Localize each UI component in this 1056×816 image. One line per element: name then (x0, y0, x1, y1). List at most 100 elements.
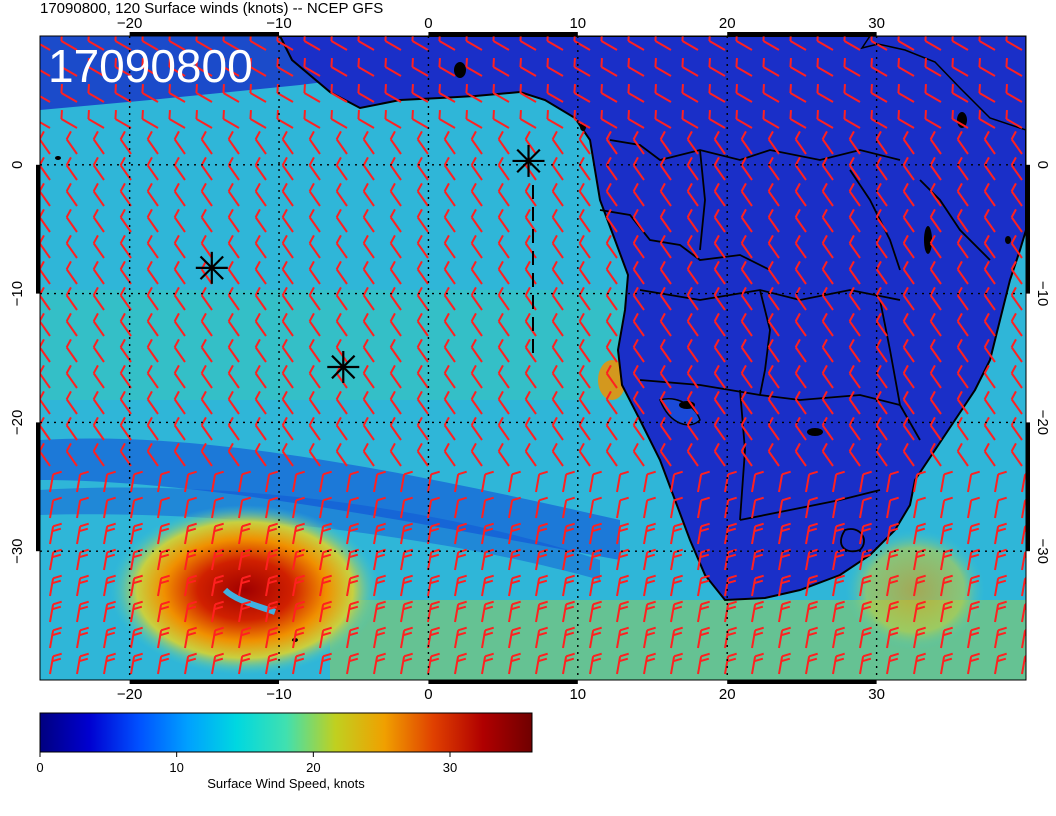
wind-barb (238, 496, 251, 519)
wind-barb (146, 234, 159, 259)
wind-barb (114, 58, 132, 77)
wind-barb (551, 130, 564, 155)
wind-barb (929, 260, 942, 285)
wind-barb (913, 626, 926, 649)
wind-barb (724, 574, 737, 597)
wind-barb (357, 58, 375, 77)
wind-barb (886, 522, 899, 545)
wind-barb (173, 182, 186, 207)
wind-barb (978, 58, 996, 77)
wind-barb (524, 312, 537, 337)
country-borders (599, 139, 991, 553)
wind-barb (643, 548, 656, 571)
wind-barb (508, 600, 521, 623)
wind-barb (481, 652, 494, 675)
wind-barb (670, 470, 683, 493)
wind-barb (227, 442, 240, 467)
wind-barb (632, 234, 645, 259)
wind-barb (859, 574, 872, 597)
wind-barb (616, 626, 629, 649)
wind-barb (173, 156, 186, 181)
wind-barb (902, 364, 915, 389)
lat-tick-label-right: −30 (1034, 538, 1051, 563)
wind-barb (497, 364, 510, 389)
wind-barb (767, 364, 780, 389)
lon-tick-label-top: 10 (569, 15, 586, 32)
wind-barb (562, 574, 575, 597)
wind-barb (940, 574, 953, 597)
wind-barb (956, 156, 969, 181)
wind-barb (146, 182, 159, 207)
wind-barb (1005, 36, 1023, 51)
wind-barb (362, 364, 375, 389)
wind-barb (632, 182, 645, 207)
wind-barb (49, 626, 62, 649)
wind-barb (130, 496, 143, 519)
wind-barb (87, 36, 105, 51)
wind-barb (605, 312, 618, 337)
wind-barb (238, 652, 251, 675)
wind-barb (848, 364, 861, 389)
wind-barb (227, 416, 240, 441)
wind-barb (605, 130, 618, 155)
wind-barb (789, 58, 807, 77)
wind-barb (713, 312, 726, 337)
wind-barb (65, 364, 78, 389)
wind-barb (195, 84, 213, 103)
wind-barb (103, 496, 116, 519)
wind-barb (362, 390, 375, 415)
wind-barb (470, 260, 483, 285)
wind-barb (254, 260, 267, 285)
wind-barb (535, 548, 548, 571)
wind-barb (983, 442, 996, 467)
wind-barb (832, 548, 845, 571)
wind-barb (913, 574, 926, 597)
wind-barb (713, 260, 726, 285)
wind-barb (92, 260, 105, 285)
wind-barb (983, 182, 996, 207)
wind-barb (535, 626, 548, 649)
wind-barb (978, 36, 996, 51)
colorbar-tick-label: 0 (36, 760, 43, 775)
wind-barb (983, 364, 996, 389)
wind-barb (157, 496, 170, 519)
wind-barb (373, 626, 386, 649)
frame-bar-bottom (129, 680, 280, 684)
frame-bar-right (1026, 164, 1030, 294)
lon-tick-label-bottom: −20 (117, 686, 142, 703)
wind-barb (578, 442, 591, 467)
wind-barb (416, 234, 429, 259)
wind-barb (362, 286, 375, 311)
wind-barb (65, 416, 78, 441)
wind-barb (265, 652, 278, 675)
wind-barb (913, 522, 926, 545)
wind-barb (319, 626, 332, 649)
wind-barb (832, 522, 845, 545)
wind-barb (654, 110, 672, 129)
wind-barb (346, 522, 359, 545)
lat-tick-label-right: −10 (1034, 281, 1051, 306)
wind-barb (400, 626, 413, 649)
wind-barb (65, 286, 78, 311)
wind-barb (767, 234, 780, 259)
wind-barb (794, 364, 807, 389)
wind-barb (632, 364, 645, 389)
wind-barb (848, 130, 861, 155)
wind-barb (767, 182, 780, 207)
wind-barb (200, 182, 213, 207)
wind-barb (76, 600, 89, 623)
wind-barb (713, 286, 726, 311)
wind-barb (805, 522, 818, 545)
wind-barb (389, 208, 402, 233)
wind-barb (605, 364, 618, 389)
wind-barb (238, 626, 251, 649)
wind-barb (670, 574, 683, 597)
wind-barb (303, 36, 321, 51)
wind-barb (481, 600, 494, 623)
lon-tick-label-bottom: 20 (719, 686, 736, 703)
map-field (40, 36, 1026, 680)
wind-barb (886, 600, 899, 623)
wind-barb (762, 110, 780, 129)
wind-barb (875, 338, 888, 363)
wind-barb (659, 416, 672, 441)
